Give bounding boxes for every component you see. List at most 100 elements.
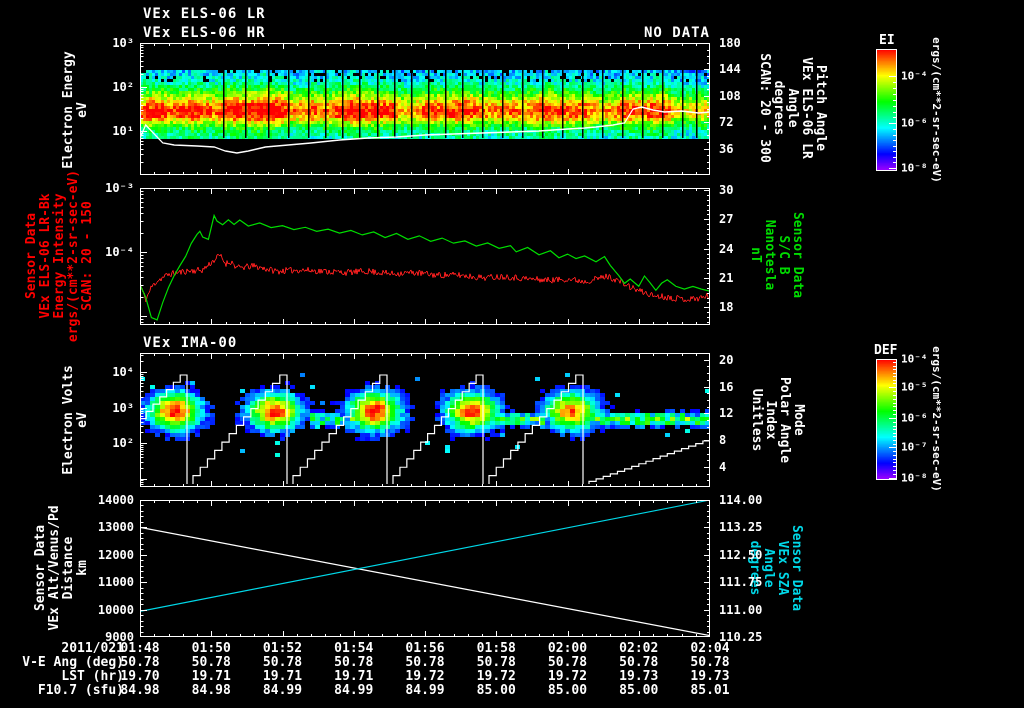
panel4-right-tick-label: 114.00: [719, 493, 763, 507]
row-value: 85.00: [619, 683, 659, 698]
def-colorbar-tick-label: 10⁻⁷: [901, 440, 928, 454]
row-value: 19.73: [619, 669, 659, 684]
row-value: 50.78: [262, 655, 303, 670]
row-value: 50.78: [619, 655, 659, 670]
panel1-right-tick-label: 180: [719, 36, 741, 50]
row-value: 19.70: [120, 669, 160, 684]
row-value: 85.00: [476, 683, 516, 698]
row-value: 50.78: [547, 655, 588, 670]
row-value: 19.71: [191, 669, 231, 684]
def-colorbar-title: DEF: [874, 343, 898, 358]
row-label-2: F10.7 (sfu): [37, 683, 124, 698]
row-value: 50.78: [405, 655, 445, 670]
panel3-title: VEx IMA-00: [143, 335, 238, 351]
panel1-title-line1: VEx ELS-06 LR: [143, 6, 266, 22]
row-value: 50.78: [476, 655, 516, 670]
def-colorbar-unit: ergs/(cm**2-sr-sec-eV): [930, 346, 943, 492]
panel4-left-tick-label: 14000: [97, 493, 134, 507]
time-tick-label: 01:48: [120, 641, 160, 656]
row-value: 19.73: [690, 669, 730, 684]
panel1-left-axis-label: Electron Energy eV: [61, 51, 90, 169]
panel1-title-line2: VEx ELS-06 HR: [143, 25, 266, 41]
row-value: 85.01: [690, 683, 730, 698]
row-label-1: LST (hr): [61, 669, 124, 684]
panel4-left-tick-label: 12000: [97, 547, 134, 562]
panel2-right-tick-label: 30: [719, 182, 734, 197]
def-colorbar-tick-label: 10⁻⁶: [901, 411, 928, 425]
panel3-right-axis-label: Mode Polar Angle Index Unitless: [749, 376, 806, 464]
def-colorbar-tick-label: 10⁻⁴: [901, 352, 928, 366]
panel2-right-tick-label: 27: [719, 212, 734, 227]
panel4-left-tick-label: 10000: [97, 602, 134, 617]
panel3-left-tick-label: 10⁴: [112, 365, 134, 380]
bfield-intensity-canvas: [140, 188, 710, 325]
panel4-left-tick-label: 11000: [97, 575, 134, 590]
panel2-left-tick-label: 10⁻³: [105, 181, 134, 195]
def-colorbar-tick-label: 10⁻⁸: [901, 471, 928, 485]
row-value: 19.71: [262, 669, 303, 684]
ei-colorbar-tick-label: 10⁻⁸: [901, 161, 928, 175]
ima-spectrogram-canvas: [140, 353, 710, 487]
date-label: 2011/021: [61, 641, 124, 656]
time-tick-label: 01:58: [476, 641, 516, 656]
panel3-right-tick-label: 8: [719, 433, 727, 448]
time-tick-label: 01:56: [405, 641, 445, 656]
time-tick-label: 02:04: [690, 641, 730, 656]
panel4-left-tick-label: 13000: [97, 520, 134, 535]
def-colorbar-tick-label: 10⁻⁵: [901, 380, 928, 394]
panel3-left-tick-label: 10³: [112, 400, 134, 415]
row-value: 85.00: [547, 683, 588, 698]
time-tick-label: 02:02: [619, 641, 659, 656]
row-value: 84.99: [334, 683, 374, 698]
panel1-right-tick-label: 36: [719, 141, 734, 156]
ephemeris-canvas: [140, 500, 710, 637]
panel3-left-tick-label: 10²: [112, 436, 134, 451]
panel2-left-axis-label: Sensor Data VEx ELS-06 LR-Bk Energy Inte…: [24, 169, 95, 343]
panel1-right-tick-label: 144: [719, 62, 741, 77]
time-tick-label: 01:50: [191, 641, 231, 656]
panel1-left-tick-label: 10³: [112, 36, 134, 50]
panel2-right-axis-label: Sensor Data S/C B Nanotesla nT: [748, 211, 805, 299]
panel4-right-tick-label: 111.00: [719, 602, 763, 617]
row-value: 19.71: [334, 669, 374, 684]
panel3-right-tick-label: 16: [719, 379, 734, 394]
time-tick-label: 01:54: [334, 641, 374, 656]
row-value: 84.98: [191, 683, 231, 698]
panel1-left-tick-label: 10²: [112, 80, 134, 94]
ei-colorbar-tick-label: 10⁻⁶: [901, 116, 928, 130]
panel3-left-axis-label: Electron Volts eV: [61, 365, 90, 475]
panel1-left-tick-label: 10¹: [112, 124, 134, 138]
panel2-right-tick-label: 21: [719, 271, 734, 286]
ei-colorbar-tick-label: 10⁻⁴: [901, 69, 928, 83]
panel3-right-tick-label: 12: [719, 406, 734, 421]
def-colorbar: [876, 359, 897, 480]
row-value: 50.78: [690, 655, 730, 670]
row-value: 84.99: [262, 683, 303, 698]
panel2-left-tick-label: 10⁻⁴: [105, 245, 134, 259]
row-value: 84.98: [120, 683, 160, 698]
row-value: 50.78: [191, 655, 231, 670]
row-value: 19.72: [405, 669, 445, 684]
els-spectrogram-canvas: [140, 43, 710, 175]
time-tick-label: 01:52: [262, 641, 303, 656]
time-tick-label: 02:00: [547, 641, 588, 656]
row-label-0: V-E Ang (deg): [22, 655, 124, 670]
panel4-right-tick-label: 111.75: [719, 575, 763, 590]
ei-colorbar-unit: ergs/(cm**2-sr-sec-eV): [930, 37, 943, 183]
ei-colorbar-title: EI: [879, 33, 895, 48]
panel1-right-axis-label: Pitch Angle VEx ELS-06 LR Angle degrees …: [757, 53, 828, 163]
no-data-label: NO DATA: [643, 25, 710, 41]
row-value: 50.78: [334, 655, 374, 670]
row-value: 50.78: [120, 655, 160, 670]
panel4-left-tick-label: 9000: [105, 630, 134, 644]
ei-colorbar: [876, 49, 897, 171]
panel4-left-axis-label: Sensor Data VEx Alt/Venus/Pd Distance km: [33, 505, 90, 631]
row-value: 19.72: [547, 669, 588, 684]
panel3-right-tick-label: 20: [719, 352, 734, 367]
panel4-right-tick-label: 113.25: [719, 520, 763, 535]
panel2-right-tick-label: 18: [719, 300, 734, 315]
panel4-right-tick-label: 110.25: [719, 630, 763, 644]
panel1-right-tick-label: 108: [719, 88, 741, 103]
row-value: 84.99: [405, 683, 445, 698]
